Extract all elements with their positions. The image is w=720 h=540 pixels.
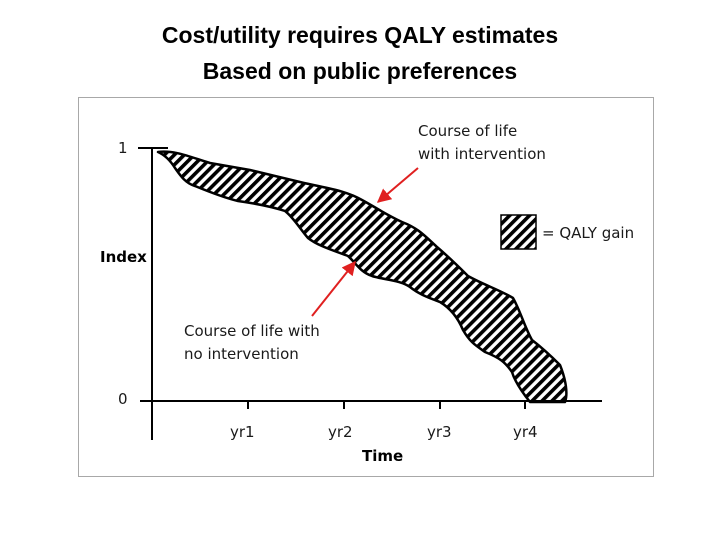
arrow-with-intervention <box>376 167 419 203</box>
arrow-no-intervention <box>311 260 356 317</box>
x-tick-label-yr4: yr4 <box>513 423 538 441</box>
annotation-no-intervention-line-1: Course of life with <box>184 322 320 340</box>
x-tick-label-yr2: yr2 <box>328 423 353 441</box>
legend-label: = QALY gain <box>542 224 634 242</box>
annotation-with-intervention-line-1: Course of life <box>418 122 517 140</box>
y-axis-label: Index <box>100 248 147 266</box>
slide-title-line-1: Cost/utility requires QALY estimates <box>161 22 559 48</box>
x-axis-label: Time <box>362 447 403 465</box>
x-tick-label-yr3: yr3 <box>427 423 452 441</box>
slide-title-line-2: Based on public preferences <box>202 58 518 84</box>
legend-swatch <box>500 214 537 250</box>
y-tick-label-1: 1 <box>118 139 128 157</box>
x-tick-label-yr1: yr1 <box>230 423 255 441</box>
annotation-no-intervention-line-2: no intervention <box>184 345 299 363</box>
qaly-gain-area <box>156 150 568 404</box>
diagram-frame <box>78 97 654 477</box>
annotation-with-intervention-line-2: with intervention <box>418 145 546 163</box>
y-tick-label-0: 0 <box>118 390 128 408</box>
